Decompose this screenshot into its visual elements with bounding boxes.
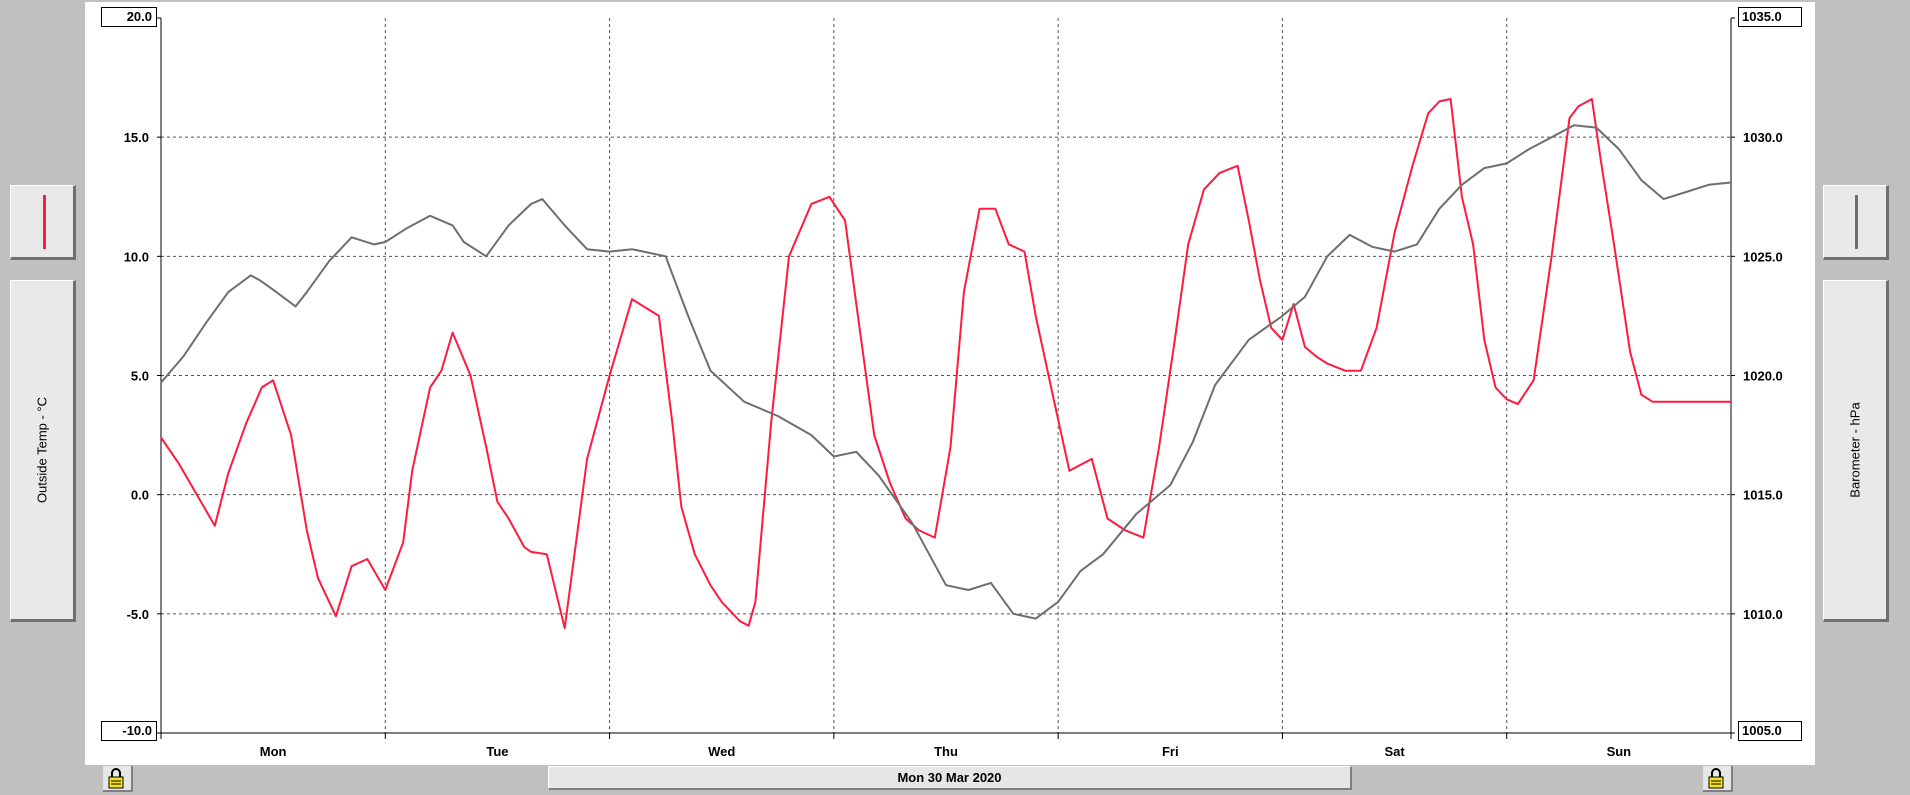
baro-axis-tick-label: 1030.0 xyxy=(1743,130,1783,145)
baro-axis-max-box: 1035.0 xyxy=(1738,7,1802,27)
baro-axis-tick-label: 1025.0 xyxy=(1743,249,1783,264)
left-lock-button[interactable] xyxy=(103,766,133,792)
barometer-axis-panel[interactable]: Barometer - hPa xyxy=(1823,280,1889,622)
padlock-icon xyxy=(1708,768,1724,789)
x-axis-day-label: Sat xyxy=(1384,744,1405,759)
temp-axis-tick-label: 5.0 xyxy=(131,369,149,384)
temperature-legend-swatch[interactable] xyxy=(10,185,76,260)
baro-axis-tick-label: 1010.0 xyxy=(1743,607,1783,622)
temp-axis-max-box: 20.0 xyxy=(101,7,157,27)
barometer-series-line xyxy=(160,124,1732,620)
x-axis-day-label: Wed xyxy=(708,744,735,759)
date-navigation-bar[interactable]: Mon 30 Mar 2020 xyxy=(548,766,1352,790)
x-axis-day-label: Thu xyxy=(934,744,958,759)
temp-axis-tick-label: 15.0 xyxy=(124,130,149,145)
baro-axis-min-box: 1005.0 xyxy=(1738,721,1802,741)
right-lock-button[interactable] xyxy=(1703,766,1733,792)
temperature-series-line xyxy=(160,98,1731,630)
x-axis-day-label: Fri xyxy=(1162,744,1179,759)
padlock-icon xyxy=(108,768,124,789)
temperature-axis-panel[interactable]: Outside Temp - °C xyxy=(10,280,76,622)
baro-axis-tick-label: 1015.0 xyxy=(1743,488,1783,503)
temperature-legend-line xyxy=(43,195,46,249)
x-axis-day-label: Sun xyxy=(1607,744,1632,759)
baro-axis-tick-label: 1020.0 xyxy=(1743,369,1783,384)
x-axis-day-label: Mon xyxy=(260,744,287,759)
temp-axis-min-box: -10.0 xyxy=(101,721,157,741)
x-axis-day-label: Tue xyxy=(486,744,508,759)
barometer-legend-swatch[interactable] xyxy=(1823,185,1889,260)
barometer-legend-line xyxy=(1855,195,1858,249)
plot-panel xyxy=(85,2,1815,765)
temp-axis-tick-label: 0.0 xyxy=(131,488,149,503)
temp-axis-tick-label: 10.0 xyxy=(124,249,149,264)
temp-axis-tick-label: -5.0 xyxy=(127,607,149,622)
